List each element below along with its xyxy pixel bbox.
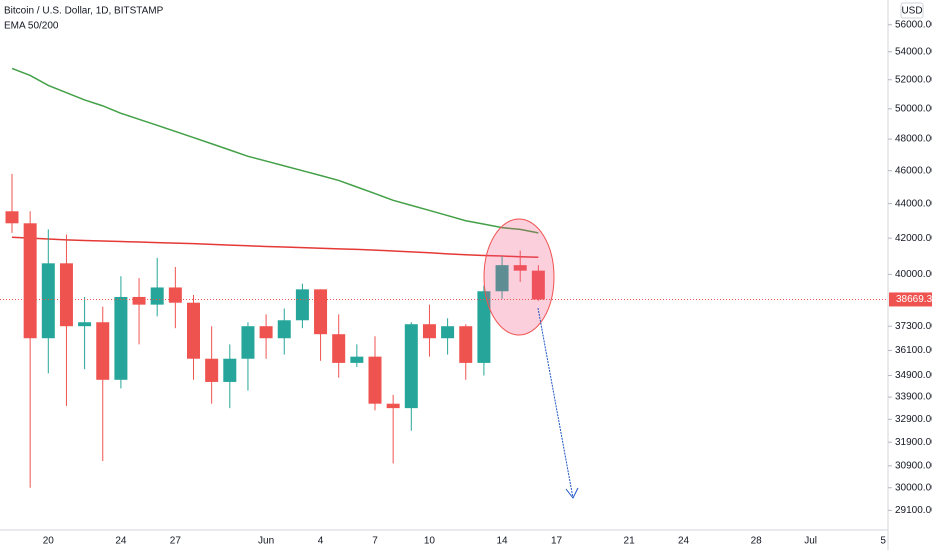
candle-body [78,322,92,327]
candle-body [5,211,19,224]
y-tick-label: 50000.00 [895,103,932,114]
x-tick-label: 28 [751,536,763,547]
x-tick-label: 20 [43,536,55,547]
candle-body [205,358,219,382]
x-tick-label: 7 [372,536,378,547]
candle-body [422,324,436,339]
x-tick-label: 10 [424,536,436,547]
candle-body [314,289,328,335]
currency-box[interactable] [900,2,924,19]
y-tick-label: 48000.00 [895,134,932,145]
candle-body [223,358,237,382]
arrow-head [565,487,579,499]
y-tick-label: 40000.00 [895,269,932,280]
x-tick-label: Jul [804,536,817,547]
y-tick-label: 54000.00 [895,46,932,57]
candle-body [477,291,491,363]
candle-body [277,320,291,339]
y-tick-label: 30000.00 [895,482,932,493]
x-tick-label: 24 [115,536,127,547]
x-tick-label: Jun [258,536,274,547]
y-tick-label: 31900.00 [895,437,932,448]
highlight-ellipse [483,218,555,336]
candle-body [59,263,73,327]
x-tick-label: 4 [318,536,324,547]
x-tick-label: 5 [880,536,886,547]
last-price-label: 38669.33 [896,294,932,305]
y-tick-label: 56000.00 [895,19,932,30]
x-tick-label: 27 [170,536,182,547]
x-tick-label: 21 [624,536,636,547]
y-tick-label: 46000.00 [895,165,932,176]
x-tick-label: 14 [496,536,508,547]
x-tick-label: 17 [551,536,563,547]
y-tick-label: 37300.00 [895,321,932,332]
indicator-label: EMA 50/200 [4,21,59,32]
x-tick-label: 24 [678,536,690,547]
candle-body [295,289,309,321]
candle-body [350,356,364,363]
candle-body [459,326,473,363]
candle-body [241,326,255,359]
candle-body [132,296,146,305]
candle-body [513,265,527,271]
candle-body [96,322,110,380]
candle-body [23,223,37,339]
ema-line [11,67,539,234]
candle-body [441,326,455,339]
y-tick-label: 33900.00 [895,392,932,403]
y-tick-label: 34900.00 [895,370,932,381]
y-tick-label: 42000.00 [895,233,932,244]
y-tick-label: 52000.00 [895,74,932,85]
y-tick-label: 36100.00 [895,345,932,356]
candle-body [404,324,418,409]
candle-body [187,302,200,359]
y-tick-label: 44000.00 [895,198,932,209]
candle-body [41,263,55,339]
ema-line [11,236,539,259]
plot-area [5,67,545,488]
forecast-arrow [537,307,574,499]
candle-body [495,265,509,292]
candle-body [150,287,164,305]
candle-body [531,270,545,300]
candle-body [114,296,128,380]
candle-body [386,403,400,409]
chart-title: Bitcoin / U.S. Dollar, 1D, BITSTAMP [4,6,164,17]
candle-body [332,334,346,363]
candle-body [168,287,182,303]
candle-body [368,356,382,404]
candle-body [259,326,273,339]
y-tick-label: 30900.00 [895,460,932,471]
y-tick-label: 29100.00 [895,505,932,516]
last-price-box [889,292,932,307]
currency-label: USD [901,6,922,17]
y-tick-label: 32900.00 [895,414,932,425]
